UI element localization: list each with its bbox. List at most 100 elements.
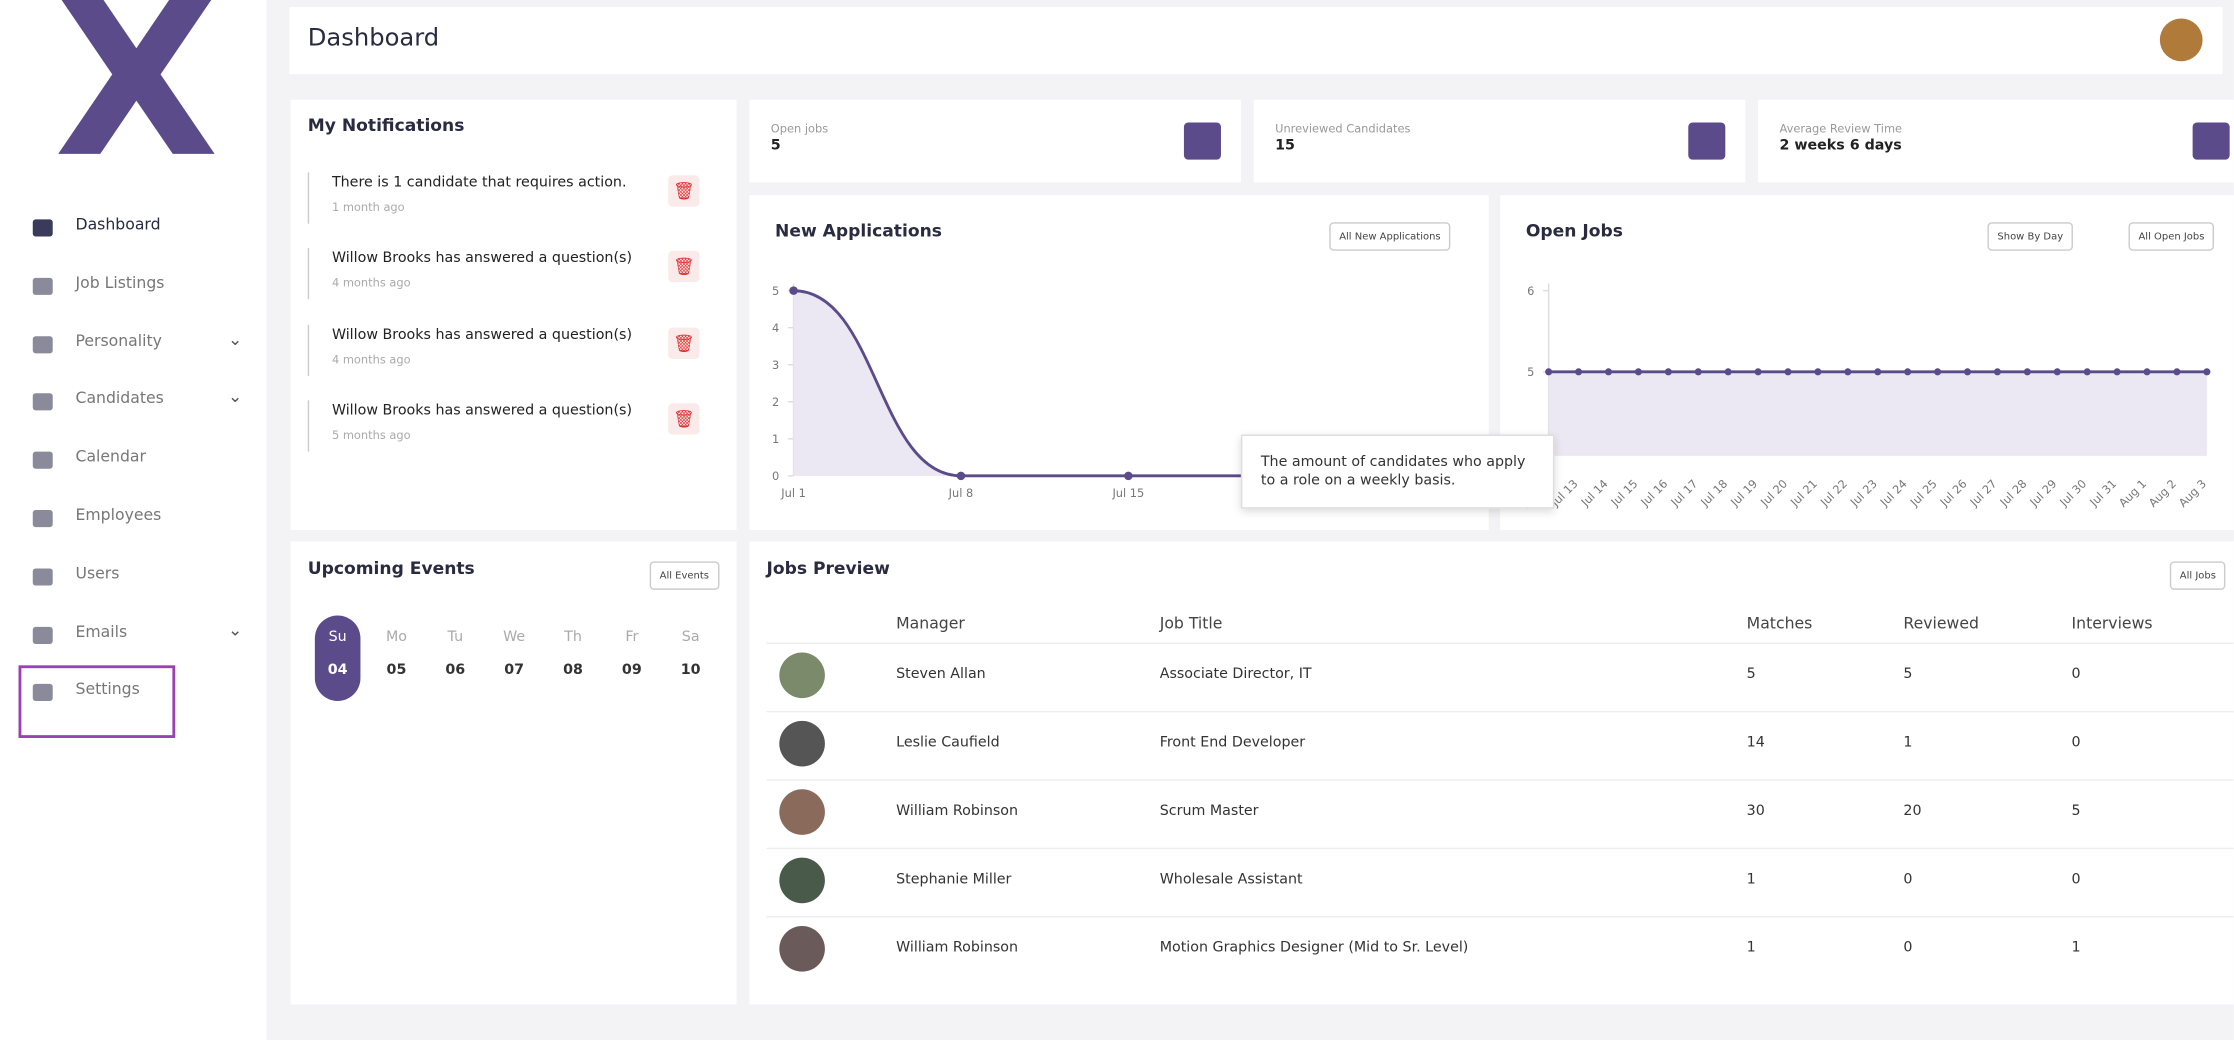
divider bbox=[307, 248, 310, 300]
date[interactable]: 09 bbox=[621, 662, 642, 679]
chevron[interactable]: ⌄ bbox=[227, 328, 243, 349]
date[interactable]: 10 bbox=[680, 662, 701, 679]
point bbox=[1754, 368, 1762, 376]
cell: 1 bbox=[1746, 871, 1756, 888]
jobs-preview: Jobs Preview All Jobs Manager Job Title Ma… bbox=[749, 541, 2234, 1005]
nav-item[interactable]: Users bbox=[75, 563, 120, 583]
weekday[interactable]: Su bbox=[328, 629, 347, 646]
button[interactable]: All New Applications bbox=[1329, 222, 1451, 251]
stat-card: Unreviewed Candidates 15 bbox=[1253, 99, 1746, 183]
highlight bbox=[18, 665, 176, 738]
x-tick-label: Jul 25 bbox=[1907, 477, 1940, 510]
weekday[interactable]: Th bbox=[564, 629, 582, 646]
nav-icon[interactable] bbox=[32, 684, 53, 702]
cell: 0 bbox=[2071, 666, 2081, 683]
point bbox=[1694, 368, 1702, 376]
x-tick-label: Jul 21 bbox=[1787, 477, 1820, 510]
date[interactable]: 06 bbox=[445, 662, 466, 679]
y-tick-label: 5 bbox=[1527, 365, 1534, 379]
note-time: 4 months ago bbox=[331, 352, 411, 366]
nav-item[interactable]: Dashboard bbox=[75, 215, 161, 234]
x-tick-label: Jul 27 bbox=[1966, 477, 1999, 510]
chevron[interactable]: ⌄ bbox=[227, 386, 243, 407]
delete[interactable]: 🗑 bbox=[668, 327, 700, 359]
x-tick-label: Jul 15 bbox=[1111, 486, 1144, 500]
point bbox=[1124, 471, 1133, 481]
point bbox=[1575, 368, 1583, 376]
new-applications: New Applications All New Applications 0 1… bbox=[749, 195, 1489, 530]
nav-icon[interactable] bbox=[32, 219, 53, 237]
cell: Motion Graphics Designer (Mid to Sr. Lev… bbox=[1159, 940, 1469, 956]
nav-item[interactable]: Settings bbox=[75, 680, 140, 699]
button[interactable]: All Events bbox=[649, 561, 719, 590]
note-text: Willow Brooks has answered a question(s) bbox=[331, 327, 633, 343]
x-tick-label: Aug 2 bbox=[2146, 477, 2179, 510]
cell: 5 bbox=[1746, 666, 1756, 683]
card-title: Open Jobs bbox=[1525, 220, 1623, 241]
note-text: There is 1 candidate that requires actio… bbox=[331, 175, 627, 191]
area bbox=[1548, 371, 2207, 456]
column-header: Reviewed bbox=[1903, 614, 1979, 633]
date[interactable]: 05 bbox=[386, 662, 407, 679]
nav-item[interactable]: Emails bbox=[75, 622, 128, 641]
delete[interactable]: 🗑 bbox=[668, 175, 700, 207]
cell: 30 bbox=[1746, 803, 1765, 820]
nav-item[interactable]: Personality bbox=[75, 331, 162, 350]
nav-icon[interactable] bbox=[32, 393, 53, 411]
weekday[interactable]: Sa bbox=[681, 629, 700, 646]
delete[interactable]: 🗑 bbox=[668, 403, 700, 435]
nav-icon[interactable] bbox=[32, 568, 53, 586]
cell: 0 bbox=[2071, 735, 2081, 751]
nav-item[interactable]: Job Listings bbox=[75, 273, 165, 292]
cell: Scrum Master bbox=[1159, 803, 1259, 820]
area bbox=[793, 290, 1296, 476]
date[interactable]: 07 bbox=[504, 662, 525, 679]
x-tick-label: Jul 22 bbox=[1817, 477, 1850, 510]
stat-icon bbox=[1688, 122, 1726, 160]
button[interactable]: Show By Day bbox=[1987, 222, 2074, 251]
stat-label: Average Review Time bbox=[1779, 122, 1903, 136]
row-divider bbox=[766, 916, 2234, 918]
nav-item[interactable]: Calendar bbox=[75, 447, 146, 467]
weekday[interactable]: Fr bbox=[625, 629, 639, 646]
divider bbox=[307, 400, 310, 452]
nav-item[interactable]: Employees bbox=[75, 505, 162, 525]
nav-icon[interactable] bbox=[32, 626, 53, 644]
y-tick-label: 4 bbox=[772, 321, 779, 335]
x-tick-label: Jul 17 bbox=[1667, 477, 1700, 510]
date[interactable]: 04 bbox=[327, 662, 348, 679]
x-tick-label: Jul 30 bbox=[2056, 477, 2089, 510]
y-tick-label: 3 bbox=[772, 358, 779, 372]
day-selected[interactable] bbox=[314, 615, 361, 701]
notifications: My Notifications There is 1 candidate th… bbox=[290, 99, 737, 530]
x-tick-label: Jul 16 bbox=[1637, 477, 1670, 510]
avatar[interactable] bbox=[2159, 18, 2203, 62]
tooltip: The amount of candidates who apply to a … bbox=[1240, 434, 1555, 509]
point bbox=[1874, 368, 1882, 376]
point bbox=[1634, 368, 1642, 376]
point bbox=[2023, 368, 2031, 376]
weekday[interactable]: Mo bbox=[385, 629, 407, 646]
nav-item[interactable]: Candidates bbox=[75, 389, 164, 409]
stat-icon bbox=[1183, 122, 1221, 160]
date[interactable]: 08 bbox=[563, 662, 583, 679]
nav-icon[interactable] bbox=[32, 510, 53, 528]
x-tick-label: Jul 31 bbox=[2086, 477, 2119, 510]
weekday[interactable]: We bbox=[503, 629, 526, 646]
nav-icon[interactable] bbox=[32, 335, 53, 353]
cell: Steven Allan bbox=[896, 666, 986, 683]
cell: 0 bbox=[1903, 940, 1913, 956]
nav-icon[interactable] bbox=[32, 277, 53, 295]
chevron[interactable]: ⌄ bbox=[227, 619, 243, 640]
button[interactable]: All Jobs bbox=[2169, 561, 2226, 590]
point bbox=[1784, 368, 1792, 376]
card-title: My Notifications bbox=[307, 115, 465, 136]
point bbox=[1604, 368, 1613, 376]
nav-icon[interactable] bbox=[32, 451, 53, 469]
delete[interactable]: 🗑 bbox=[668, 251, 700, 283]
weekday[interactable]: Tu bbox=[447, 629, 464, 646]
point bbox=[1993, 368, 2001, 376]
button[interactable]: All Open Jobs bbox=[2128, 222, 2215, 251]
